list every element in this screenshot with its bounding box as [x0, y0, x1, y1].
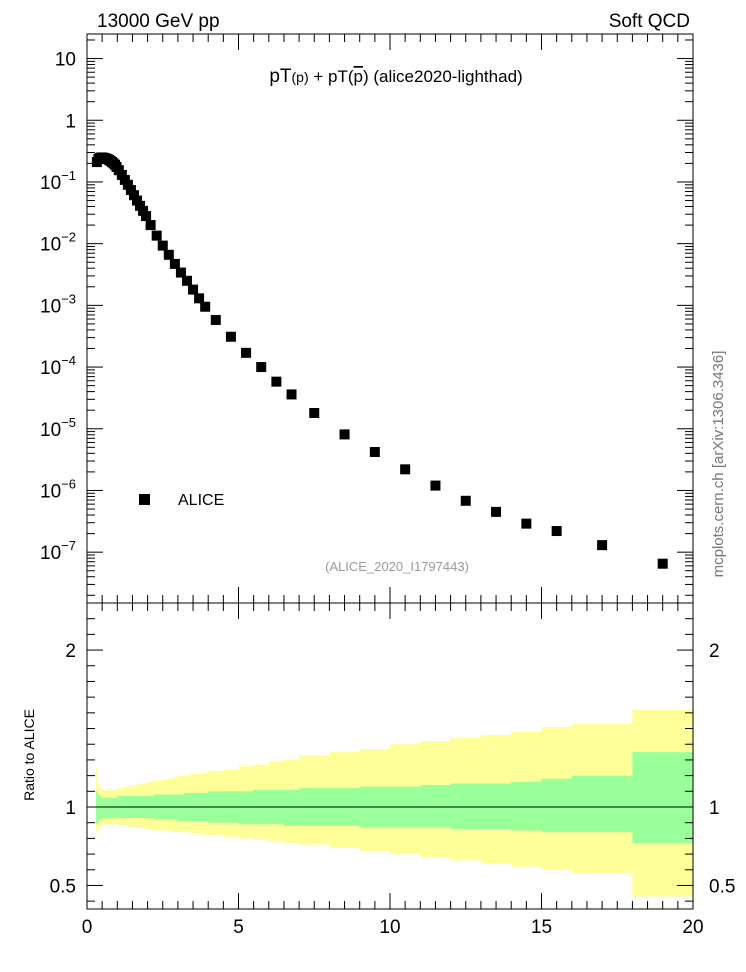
ratio-ylabel: Ratio to ALICE	[21, 709, 37, 801]
y-tick-label: 10−1	[40, 168, 76, 194]
data-point	[145, 220, 156, 231]
data-point	[241, 347, 252, 358]
y-tick-exponent: −1	[61, 168, 76, 183]
data-point	[225, 331, 236, 342]
title-part-b: (p)	[292, 69, 309, 85]
y-tick-exponent: −3	[61, 291, 76, 306]
data-point	[521, 518, 532, 529]
data-point	[122, 179, 133, 190]
data-point	[181, 275, 192, 286]
ratio-y-tick-label-right: 2	[709, 641, 720, 662]
y-tick-exponent: −5	[61, 415, 76, 430]
y-tick-base: 10	[40, 543, 61, 564]
title-part-d: p	[354, 67, 363, 86]
data-point	[138, 205, 149, 216]
y-tick-label: 1	[65, 111, 76, 132]
data-point	[597, 540, 608, 551]
data-point	[131, 195, 142, 206]
data-point	[400, 464, 411, 475]
data-point	[286, 389, 297, 400]
data-point	[256, 362, 267, 373]
ratio-y-tick-label: 1	[65, 798, 76, 819]
data-point	[163, 249, 174, 260]
y-tick-label: 10−3	[40, 291, 76, 317]
y-tick-label: 10−2	[40, 230, 76, 256]
x-tick-label: 5	[233, 917, 244, 938]
y-tick-label: 10−6	[40, 476, 76, 502]
side-label: mcplots.cern.ch [arXiv:1306.3436]	[710, 351, 727, 578]
legend-label: ALICE	[178, 492, 224, 509]
y-tick-base: 10	[40, 296, 61, 317]
x-tick-label: 15	[531, 917, 552, 938]
title-part-e: )	[363, 67, 369, 86]
data-point	[125, 185, 136, 196]
data-point	[339, 429, 350, 440]
data-point	[491, 506, 502, 517]
y-tick-base: 10	[40, 358, 61, 379]
data-point	[135, 200, 146, 211]
data-point	[141, 211, 152, 222]
x-tick-label: 20	[682, 917, 703, 938]
y-tick-exponent: −6	[61, 476, 76, 491]
data-point	[128, 190, 139, 201]
data-point	[460, 495, 471, 506]
data-point	[369, 447, 380, 458]
stat-uncertainty-band	[96, 752, 694, 844]
x-tick-label: 0	[82, 917, 93, 938]
data-point	[430, 480, 441, 491]
y-tick-label: 10	[55, 50, 76, 71]
upper-frame	[86, 33, 694, 604]
y-tick-label: 10−7	[40, 538, 76, 564]
y-tick-base: 10	[40, 235, 61, 256]
data-point	[157, 240, 168, 251]
y-tick-base: 10	[40, 173, 61, 194]
x-tick-label: 10	[379, 917, 400, 938]
y-tick-exponent: −2	[61, 230, 76, 245]
analysis-label: (ALICE_2020_I1797443)	[325, 559, 469, 574]
data-point	[271, 376, 282, 387]
data-point	[210, 314, 221, 325]
category-label: Soft QCD	[609, 11, 690, 32]
data-point	[200, 301, 211, 312]
energy-label: 13000 GeV pp	[97, 11, 220, 32]
y-tick-label: 10−4	[40, 353, 76, 379]
y-tick-exponent: −7	[61, 538, 76, 553]
data-point	[657, 558, 668, 569]
lower-panel: 0 5 10 15 20 0.5 0.5 1 1 2 2	[50, 602, 735, 938]
title-part-c: + pT(	[309, 67, 354, 86]
y-tick-base: 10	[40, 420, 61, 441]
data-point	[551, 526, 562, 537]
legend-marker	[139, 494, 150, 505]
title-part-a: pT	[269, 66, 292, 87]
y-tick-label: 10−5	[40, 415, 76, 441]
ratio-y-tick-label: 0.5	[50, 876, 76, 897]
y-tick-base: 10	[40, 481, 61, 502]
data-point	[175, 267, 186, 278]
data-point	[309, 408, 320, 419]
title-part-f: (alice2020-lighthad)	[369, 67, 523, 86]
data-point	[169, 258, 180, 269]
ratio-y-tick-label: 2	[65, 641, 76, 662]
ratio-y-tick-label-right: 0.5	[709, 876, 735, 897]
chart-title: pT(p) + pT(p) (alice2020-lighthad)	[269, 66, 522, 87]
y-tick-exponent: −4	[61, 353, 76, 368]
data-point	[151, 230, 162, 241]
data-point	[194, 293, 205, 304]
ratio-y-tick-label-right: 1	[709, 798, 720, 819]
data-point	[188, 284, 199, 295]
